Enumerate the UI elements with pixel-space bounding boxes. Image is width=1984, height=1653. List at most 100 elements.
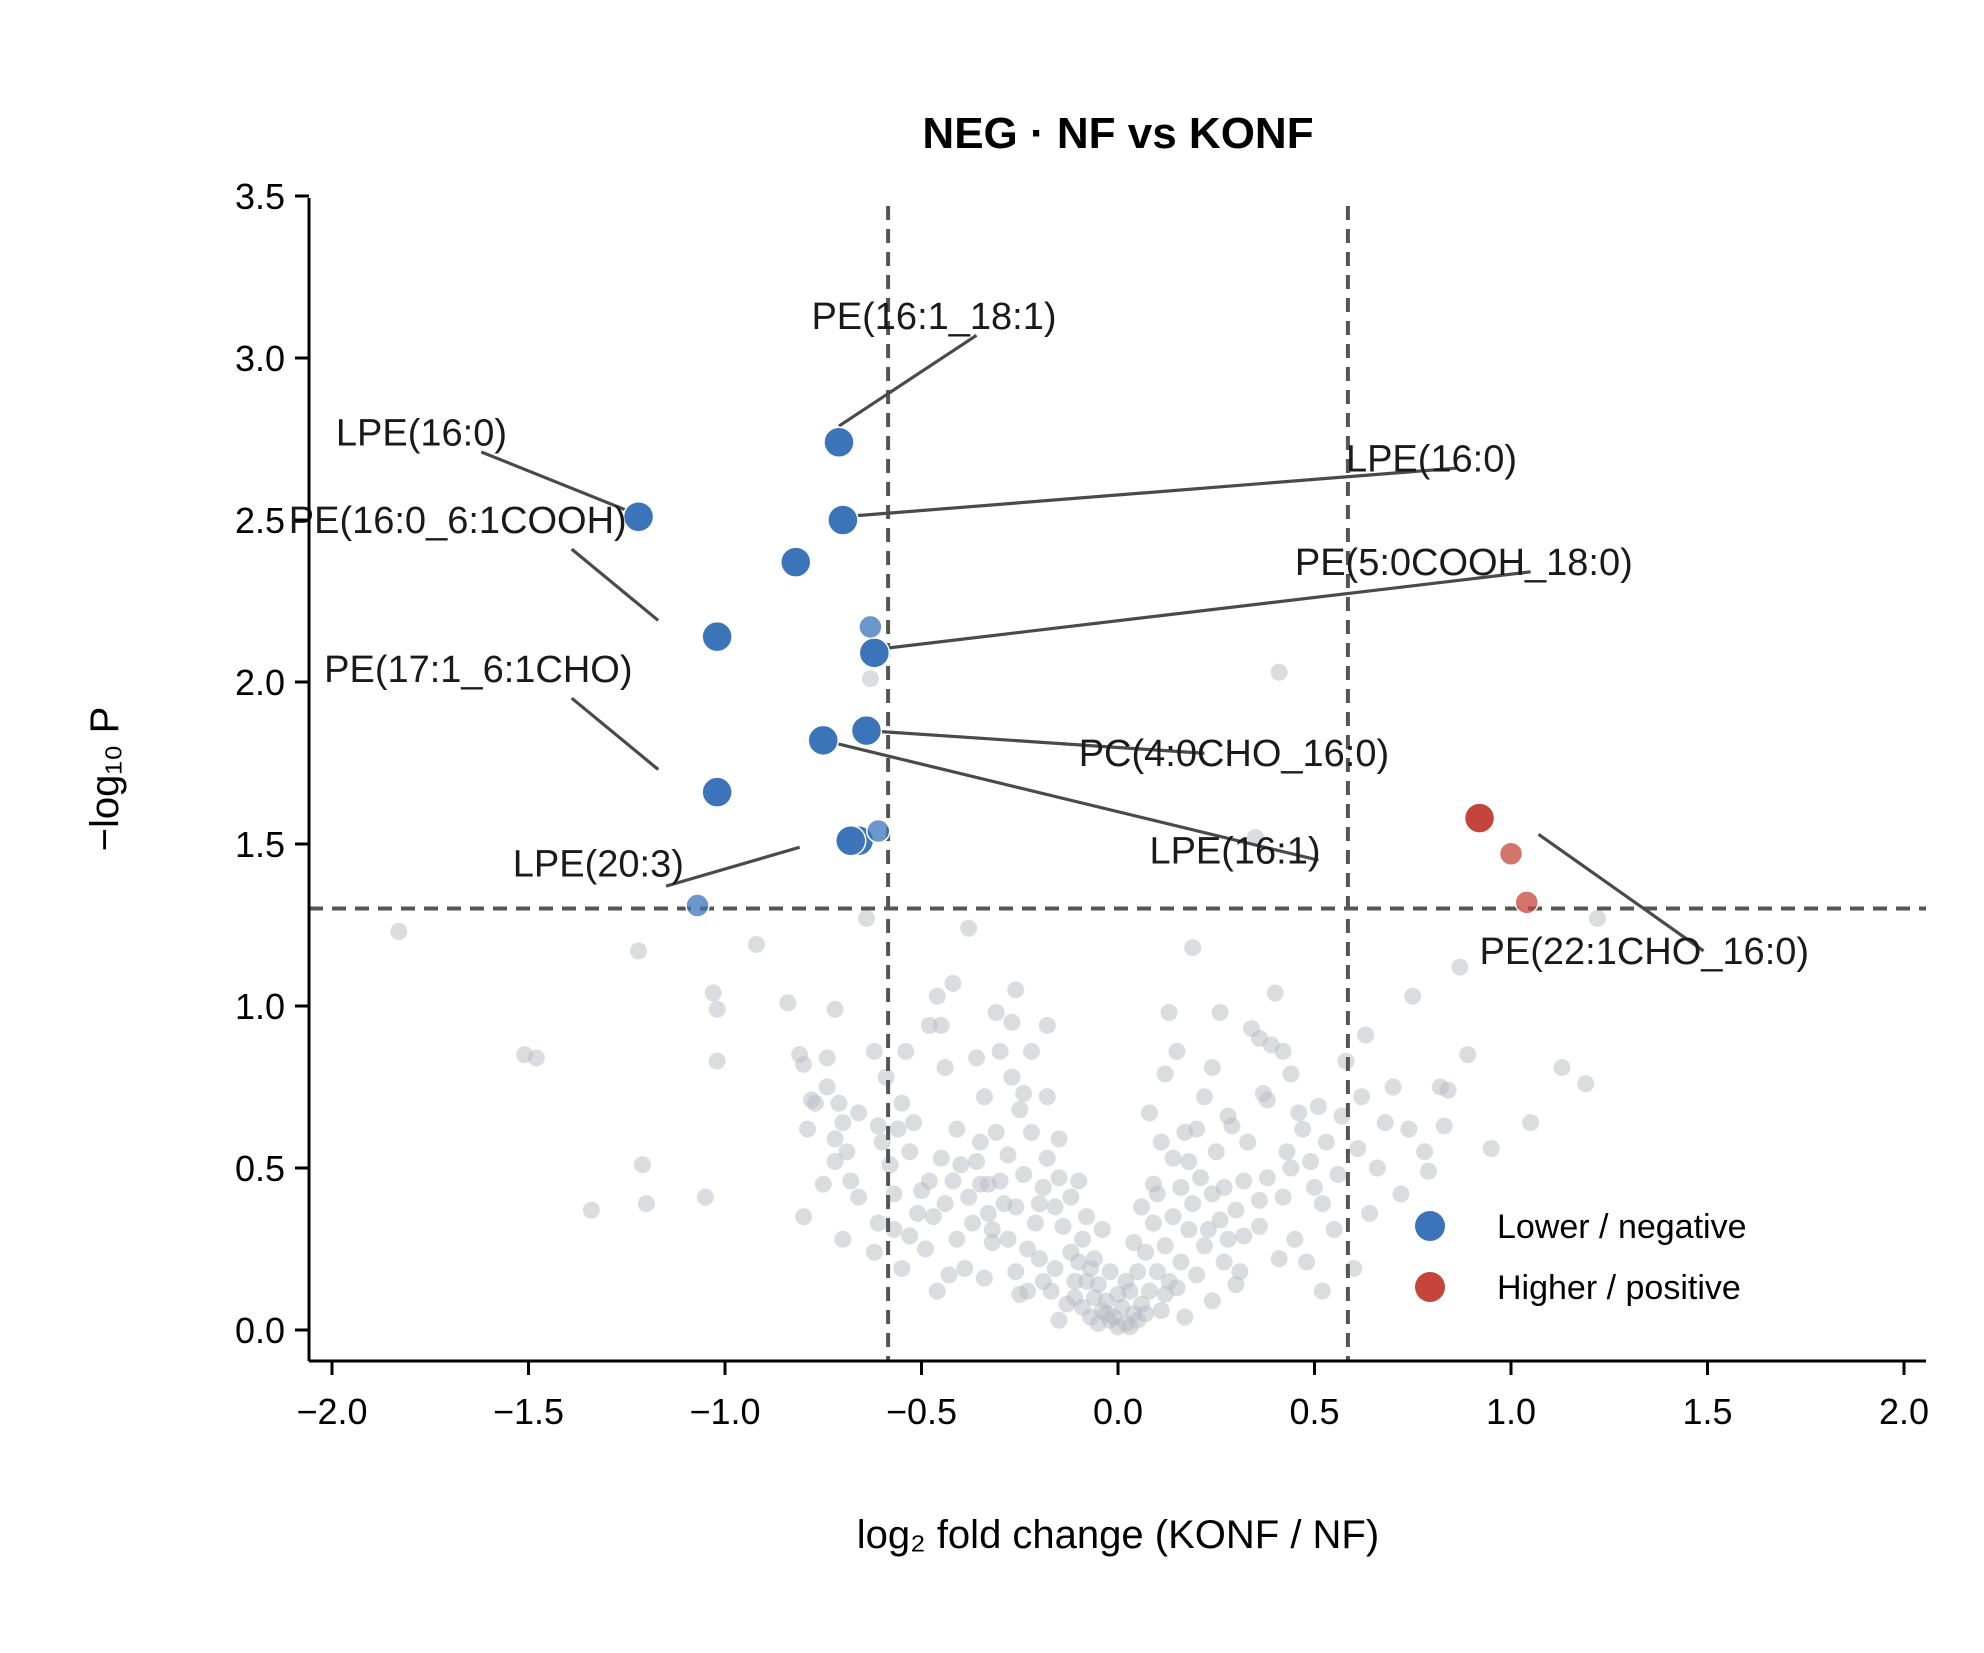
annotation-label: LPE(16:1) bbox=[1149, 830, 1320, 872]
annotation-leader-line bbox=[874, 570, 1531, 652]
background-point bbox=[1231, 1263, 1249, 1281]
background-point bbox=[1250, 1191, 1268, 1209]
background-point bbox=[1023, 1042, 1041, 1060]
background-point bbox=[1384, 1078, 1402, 1096]
background-point bbox=[1298, 1253, 1316, 1271]
background-point bbox=[1313, 1282, 1331, 1300]
axes bbox=[307, 198, 1926, 1363]
background-point bbox=[818, 1049, 836, 1067]
background-point bbox=[1435, 1117, 1453, 1135]
background-point bbox=[779, 994, 797, 1012]
background-point bbox=[1349, 1140, 1367, 1158]
background-point bbox=[1003, 1013, 1021, 1031]
background-point bbox=[1070, 1172, 1088, 1190]
background-point bbox=[1215, 1178, 1233, 1196]
background-point bbox=[1011, 1101, 1029, 1119]
background-point bbox=[1066, 1272, 1084, 1290]
background-point bbox=[897, 1042, 915, 1060]
background-point bbox=[1329, 1165, 1347, 1183]
background-point bbox=[1235, 1227, 1253, 1245]
background-point bbox=[1404, 987, 1422, 1005]
background-point bbox=[932, 1016, 950, 1034]
background-point bbox=[1007, 1198, 1025, 1216]
y-tick-label: 0.5 bbox=[235, 1148, 285, 1189]
background-point bbox=[1302, 1153, 1320, 1171]
background-point bbox=[1522, 1114, 1540, 1132]
background-point bbox=[928, 987, 946, 1005]
background-point bbox=[850, 1188, 868, 1206]
background-point bbox=[1235, 1172, 1253, 1190]
background-point bbox=[920, 1016, 938, 1034]
background-point bbox=[1577, 1075, 1595, 1093]
background-point bbox=[1078, 1208, 1096, 1226]
background-point bbox=[1282, 1159, 1300, 1177]
background-point bbox=[830, 1094, 848, 1112]
background-point bbox=[1160, 1003, 1178, 1021]
background-point bbox=[1125, 1234, 1143, 1252]
background-point bbox=[1015, 1084, 1033, 1102]
background-point bbox=[1156, 1237, 1174, 1255]
lower-point bbox=[701, 620, 733, 653]
background-point bbox=[964, 1214, 982, 1232]
background-point bbox=[999, 1146, 1017, 1164]
background-point bbox=[1034, 1178, 1052, 1196]
background-point bbox=[869, 1117, 887, 1135]
background-point bbox=[1270, 1250, 1288, 1268]
background-point bbox=[960, 1188, 978, 1206]
annotation-leader-line bbox=[1537, 832, 1705, 953]
background-point bbox=[1023, 1123, 1041, 1141]
background-point bbox=[1066, 1289, 1084, 1307]
background-point bbox=[1168, 1042, 1186, 1060]
background-point bbox=[1258, 1169, 1276, 1187]
background-point bbox=[1093, 1221, 1111, 1239]
background-point bbox=[696, 1188, 714, 1206]
higher-point bbox=[1498, 841, 1524, 866]
annotation-leader-line bbox=[665, 845, 801, 888]
background-point bbox=[708, 1052, 726, 1070]
background-point bbox=[1553, 1059, 1571, 1077]
background-point bbox=[1148, 1263, 1166, 1281]
background-point bbox=[975, 1269, 993, 1287]
lower-point bbox=[685, 893, 710, 918]
x-tick-label: 1.5 bbox=[1682, 1391, 1732, 1432]
background-point bbox=[1309, 1097, 1327, 1115]
background-point bbox=[1015, 1165, 1033, 1183]
annotation-leader-line bbox=[842, 466, 1457, 519]
legend-label: Higher / positive bbox=[1497, 1269, 1741, 1307]
background-point bbox=[1085, 1250, 1103, 1268]
significant-points bbox=[622, 426, 1539, 918]
background-point bbox=[1180, 1221, 1198, 1239]
x-axis-label: log₂ fold change (KONF / NF) bbox=[857, 1513, 1379, 1557]
background-point bbox=[834, 1114, 852, 1132]
background-point bbox=[920, 1172, 938, 1190]
background-point bbox=[1003, 1068, 1021, 1086]
background-point bbox=[1416, 1143, 1434, 1161]
background-point bbox=[1026, 1214, 1044, 1232]
lower-point bbox=[835, 825, 867, 857]
background-point bbox=[987, 1123, 1005, 1141]
background-point bbox=[952, 1156, 970, 1174]
background-point bbox=[1030, 1250, 1048, 1268]
background-point bbox=[1030, 1195, 1048, 1213]
background-point bbox=[975, 1088, 993, 1106]
background-point bbox=[940, 1266, 958, 1284]
background-point bbox=[1199, 1221, 1217, 1239]
background-points bbox=[390, 663, 1606, 1336]
background-point bbox=[1368, 1159, 1386, 1177]
background-point bbox=[924, 1208, 942, 1226]
y-tick-label: 1.5 bbox=[235, 824, 285, 865]
background-point bbox=[1184, 939, 1202, 957]
background-point bbox=[1007, 1263, 1025, 1281]
background-point bbox=[968, 1153, 986, 1171]
background-point bbox=[1203, 1059, 1221, 1077]
background-point bbox=[1152, 1133, 1170, 1151]
background-point bbox=[582, 1201, 600, 1219]
legend-label: Lower / negative bbox=[1497, 1208, 1747, 1246]
x-tick-label: −1.5 bbox=[493, 1391, 564, 1432]
annotation-label: PE(17:1_6:1CHO) bbox=[324, 649, 632, 691]
background-point bbox=[1172, 1178, 1190, 1196]
annotation-leader-line bbox=[480, 450, 636, 516]
lower-point bbox=[701, 776, 733, 808]
legend-marker bbox=[1415, 1211, 1445, 1241]
higher-point bbox=[1463, 802, 1496, 834]
